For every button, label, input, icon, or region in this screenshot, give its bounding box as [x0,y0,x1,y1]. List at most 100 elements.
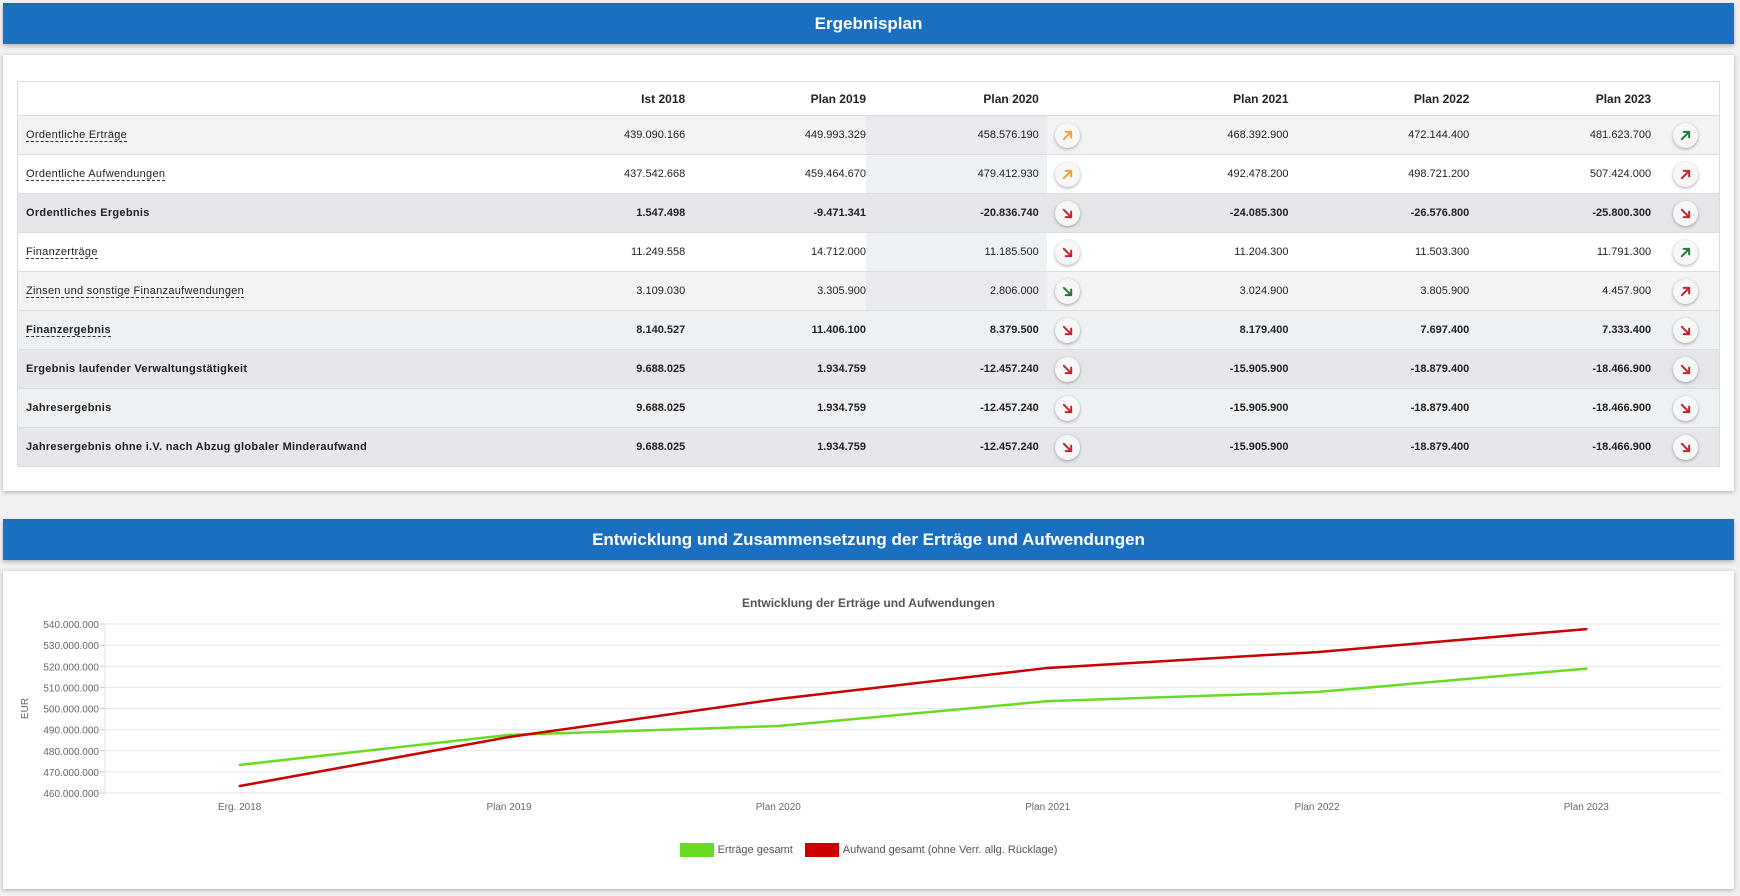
cell-plan-2023: 11.791.300 [1596,246,1652,258]
row-label: Ordentliches Ergebnis [26,207,150,219]
arrow-down-right-icon [1063,247,1073,257]
row-label-link[interactable]: Ordentliche Aufwendungen [26,168,166,181]
cell-plan-2020: -12.457.240 [980,402,1039,414]
cell-plan-2020: 458.576.190 [866,116,1047,154]
ergebnisplan-card: Ist 2018 Plan 2019 Plan 2020 Plan 2021 P… [3,55,1734,491]
x-tick-label: Plan 2019 [486,802,531,813]
legend-item-aufwand[interactable]: Aufwand gesamt (ohne Verr. allg. Rücklag… [804,843,1057,857]
y-tick-label: 490.000.000 [43,726,99,737]
line-chart: 460.000.000 470.000.000 480.000.000 490.000… [20,620,1721,813]
trend-button[interactable] [1672,434,1698,460]
trend-button[interactable] [1055,278,1081,304]
cell-plan-2019: 459.464.670 [804,168,866,180]
trend-button[interactable] [1055,161,1081,187]
cell-plan-2022: -26.576.800 [1410,207,1470,219]
arrow-down-right-icon [1680,364,1690,374]
row-label-link[interactable]: Finanzerträge [26,246,98,259]
y-tick-label: 520.000.000 [43,662,99,673]
row-label-cell: Ordentliche Erträge [18,129,517,142]
col-header-plan-2023: Plan 2023 [1595,91,1652,106]
table-header-row: Ist 2018 Plan 2019 Plan 2020 Plan 2021 P… [18,82,1719,116]
trend-button[interactable] [1672,161,1698,187]
trend-button[interactable] [1672,239,1698,265]
y-tick-label: 480.000.000 [43,747,99,758]
row-label-cell: Finanzerträge [18,246,517,259]
cell-plan-2022: 498.721.200 [1408,168,1470,180]
cell-plan-2022: 3.805.900 [1420,285,1470,297]
y-tick-label: 510.000.000 [43,683,99,694]
row-label-cell: Ordentliche Aufwendungen [18,168,517,181]
row-label-link[interactable]: Finanzergebnis [26,324,111,337]
col-header-plan-2019: Plan 2019 [810,91,866,106]
arrow-down-right-icon [1680,403,1690,413]
trend-button[interactable] [1055,356,1081,382]
series-line-aufwand [239,627,1587,788]
legend-item-ertraege[interactable]: Erträge gesamt [679,843,793,857]
trend-2023-cell [1651,161,1719,187]
legend-swatch-aufwand [804,843,839,857]
cell-ist-2018: 8.140.527 [636,324,686,336]
arrow-down-right-icon [1680,442,1690,452]
trend-button[interactable] [1672,278,1698,304]
arrow-up-right-icon [1680,169,1690,179]
trend-button[interactable] [1672,200,1698,226]
cell-ist-2018: 9.688.025 [636,363,686,375]
cell-plan-2022: 7.697.400 [1420,324,1470,336]
cell-plan-2023: -18.466.900 [1592,363,1652,375]
cell-plan-2023: 4.457.900 [1602,285,1652,297]
table-row: Jahresergebnis ohne i.V. nach Abzug glob… [18,428,1719,467]
cell-plan-2019: -9.471.341 [813,207,866,219]
cell-ist-2018: 1.547.498 [636,207,686,219]
table-row: Finanzergebnis 8.140.527 11.406.100 8.379.5… [18,311,1719,350]
cell-plan-2020: 11.185.500 [866,233,1047,271]
y-axis-label: EUR [20,698,31,719]
x-tick-label: Plan 2021 [1025,802,1070,813]
row-label: Ergebnis laufender Verwaltungstätigkeit [26,363,248,375]
cell-ist-2018: 9.688.025 [636,402,686,414]
arrow-down-right-icon [1680,208,1690,218]
trend-button[interactable] [1055,200,1081,226]
row-label-cell: Jahresergebnis ohne i.V. nach Abzug glob… [18,441,517,453]
cell-plan-2021: -15.905.900 [1229,363,1289,375]
cell-plan-2020: 479.412.930 [866,155,1047,193]
trend-button[interactable] [1672,356,1698,382]
legend-label-ertraege: Erträge gesamt [717,844,793,856]
row-label-link[interactable]: Zinsen und sonstige Finanzaufwendungen [26,285,245,298]
cell-plan-2019: 1.934.759 [817,441,866,453]
data-point [1315,690,1319,694]
cell-plan-2021: 3.024.900 [1239,285,1289,297]
cell-plan-2019: 1.934.759 [817,363,866,375]
row-label-link[interactable]: Ordentliche Erträge [26,129,128,142]
arrow-down-right-icon [1063,208,1073,218]
cell-plan-2023: 481.623.700 [1589,129,1652,141]
cell-plan-2022: -18.879.400 [1410,441,1470,453]
trend-2020-cell [1047,122,1089,148]
arrow-down-right-icon [1063,442,1073,452]
cell-plan-2019: 449.993.329 [804,129,866,141]
cell-ist-2018: 11.249.558 [630,246,686,258]
y-tick-label: 530.000.000 [43,641,99,652]
trend-button[interactable] [1055,122,1081,148]
cell-plan-2023: -25.800.300 [1592,207,1652,219]
trend-button[interactable] [1672,317,1698,343]
arrow-up-right-icon [1680,286,1690,296]
trend-button[interactable] [1055,395,1081,421]
col-header-plan-2021: Plan 2021 [1233,91,1289,106]
ergebnisplan-header: Ergebnisplan [3,3,1734,44]
row-label: Jahresergebnis ohne i.V. nach Abzug glob… [26,441,368,453]
trend-button[interactable] [1055,317,1081,343]
cell-plan-2021: 11.204.300 [1234,246,1289,258]
trend-button[interactable] [1055,434,1081,460]
trend-button[interactable] [1672,122,1698,148]
trend-button[interactable] [1055,239,1081,265]
cell-plan-2019: 3.305.900 [817,285,866,297]
chart-card: Entwicklung der Erträge und Aufwendungen… [3,571,1734,889]
trend-2023-cell [1651,200,1719,226]
data-point [777,697,780,701]
arrow-down-right-icon [1063,403,1073,413]
cell-plan-2020: 2.806.000 [866,272,1047,310]
trend-2020-cell [1047,278,1089,304]
cell-plan-2021: -24.085.300 [1229,207,1289,219]
table-row: Zinsen und sonstige Finanzaufwendungen 3.… [18,272,1719,311]
trend-button[interactable] [1672,395,1698,421]
